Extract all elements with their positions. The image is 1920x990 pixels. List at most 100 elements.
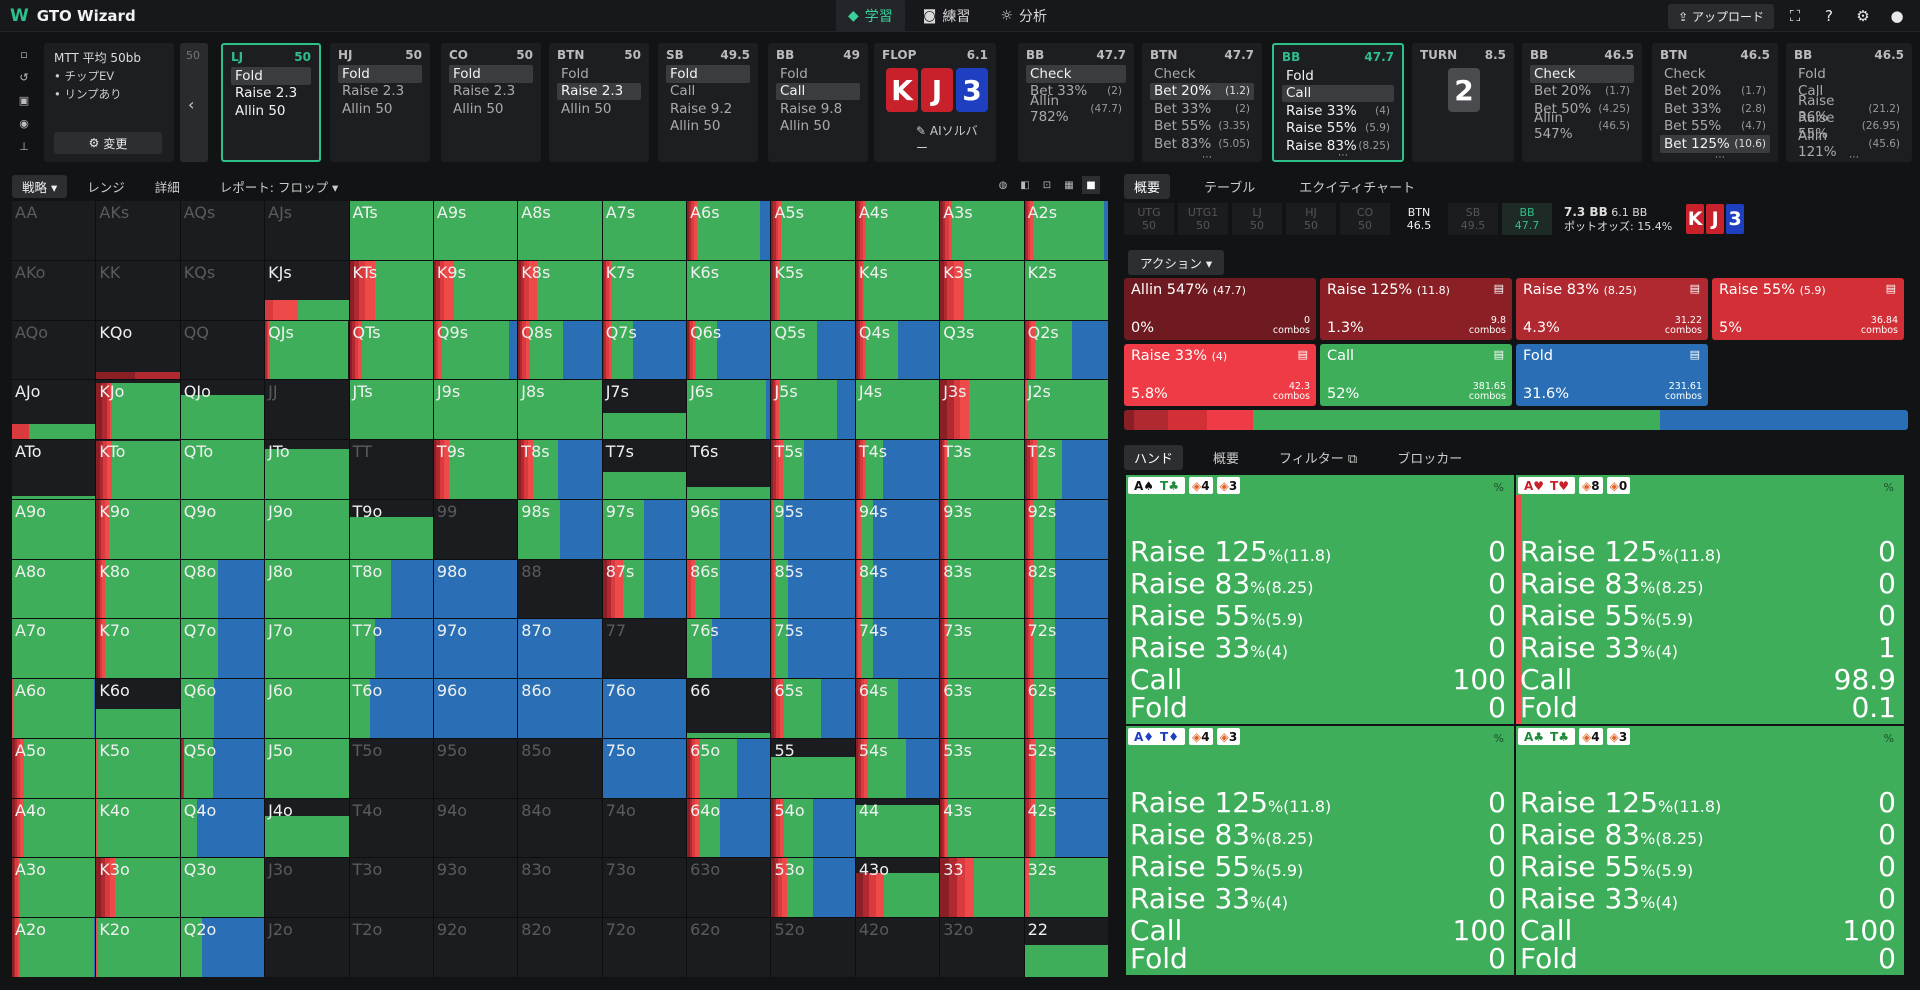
screenshot-icon[interactable]: ⛶ <box>1789 7 1801 25</box>
hand-cell[interactable]: 95o <box>433 738 518 798</box>
action-option[interactable]: Allin 50 <box>666 118 750 136</box>
details-icon[interactable]: ▤ <box>1493 348 1504 361</box>
hand-cell[interactable]: 74o <box>602 798 687 858</box>
hand-cell[interactable]: 76s <box>687 619 771 679</box>
hand-cell[interactable]: A6s <box>687 201 771 260</box>
user-icon[interactable]: ● <box>1890 7 1904 25</box>
hand-cell[interactable]: 93o <box>433 858 518 918</box>
col-btn[interactable]: BTN 50 Fold Raise 2.3 Allin 50 <box>549 43 649 162</box>
action-option[interactable]: Raise 9.2 <box>666 100 750 118</box>
hand-cell[interactable]: AQo <box>12 320 96 380</box>
action-box[interactable]: Raise 125% (11.8) ▤ 1.3% 9.8 combos <box>1320 278 1512 340</box>
hand-cell[interactable]: 73o <box>602 858 687 918</box>
hand-cell[interactable]: 83s <box>940 559 1024 619</box>
hand-cell[interactable]: K8s <box>518 260 602 320</box>
hand-cell[interactable]: KK <box>96 260 180 320</box>
hand-cell[interactable]: 96o <box>433 679 518 738</box>
hand-cell[interactable]: 82o <box>518 918 602 977</box>
action-box[interactable]: Fold ▤ 31.6% 231.61 combos <box>1516 344 1708 406</box>
action-option[interactable]: Call <box>666 83 750 101</box>
action-option[interactable]: Fold <box>666 65 750 83</box>
hand-cell[interactable]: AJs <box>265 201 349 260</box>
col-btn-flop[interactable]: BTN 47.7 Check Bet 20% (1.2) Bet 33% (2) Bet 55… <box>1142 43 1262 163</box>
hand-cell[interactable]: K6s <box>687 260 771 320</box>
hand-cell[interactable]: 73s <box>940 619 1024 679</box>
nav-0[interactable]: ◆ 学習 <box>836 0 905 32</box>
action-option[interactable]: Fold <box>338 65 422 83</box>
grid-tab-0[interactable]: 戦略 ▾ <box>12 174 68 198</box>
hand-cell[interactable]: A8o <box>12 559 96 619</box>
hand-cell[interactable]: A6o <box>12 679 96 738</box>
hand-cell[interactable]: ATs <box>349 201 433 260</box>
hand-cell[interactable]: 65o <box>687 738 771 798</box>
hand-cell[interactable]: QJs <box>265 320 349 380</box>
hand-cell[interactable]: 43s <box>940 798 1024 858</box>
hand-cell[interactable]: 97o <box>433 619 518 679</box>
hand-cell[interactable]: J7o <box>265 619 349 679</box>
hand-panel[interactable]: A♣ T♣ ◈ 4 ◈ 3% Raise 125%(11.8) 0 Raise 83%(8.… <box>1516 726 1904 975</box>
action-box[interactable]: Call ▤ 52% 381.65 combos <box>1320 344 1512 406</box>
action-option[interactable]: Call <box>1794 83 1904 101</box>
hand-cell[interactable]: 98o <box>433 559 518 619</box>
hand-cell[interactable]: J6o <box>265 679 349 738</box>
action-box[interactable]: Raise 33% (4) ▤ 5.8% 42.3 combos <box>1124 344 1316 406</box>
hand-cell[interactable]: 87o <box>518 619 602 679</box>
view-icon-4[interactable]: ▦ <box>1064 179 1074 191</box>
hand-cell[interactable]: 84s <box>855 559 940 619</box>
action-box[interactable]: Raise 55% (5.9) ▤ 5% 36.84 combos <box>1712 278 1904 340</box>
hand-cell[interactable]: T2o <box>349 918 433 977</box>
action-option[interactable]: Check <box>1150 65 1254 83</box>
prev-button[interactable]: 50 ‹ <box>180 43 208 162</box>
ai-solver-link[interactable]: ✎ AIソルバー <box>916 122 988 156</box>
action-option[interactable]: Check <box>1660 65 1770 83</box>
hand-cell[interactable]: Q8o <box>180 559 265 619</box>
hand-cell[interactable]: A3o <box>12 858 96 918</box>
action-option[interactable]: Raise 55% (5.9) <box>1282 120 1394 138</box>
hand-cell[interactable]: K6o <box>96 679 180 738</box>
col-sb[interactable]: SB 49.5 Fold Call Raise 9.2 Allin 50 <box>658 43 758 162</box>
hand-cell[interactable]: A8s <box>518 201 602 260</box>
action-option[interactable]: Fold <box>1794 65 1904 83</box>
hand-cell[interactable]: AKs <box>96 201 180 260</box>
hand-cell[interactable]: 92s <box>1024 499 1108 559</box>
action-option[interactable]: Bet 20% (1.7) <box>1660 83 1770 101</box>
hand-cell[interactable]: 52o <box>771 918 855 977</box>
hand-cell[interactable]: T6s <box>687 440 771 499</box>
right-tab-1[interactable]: テーブル <box>1204 180 1256 196</box>
hand-cell[interactable]: 62s <box>1024 679 1108 738</box>
hand-cell[interactable]: 72s <box>1024 619 1108 679</box>
col-bb-turn[interactable]: BB 46.5 Check Bet 20% (1.7) Bet 50% (4.25) Alli… <box>1522 43 1642 162</box>
action-option[interactable]: Fold <box>231 67 311 85</box>
hand-cell[interactable]: 33 <box>940 858 1024 918</box>
hand-cell[interactable]: T9o <box>349 499 433 559</box>
hand-cell[interactable]: K9s <box>433 260 518 320</box>
details-icon[interactable]: ▤ <box>1689 348 1700 361</box>
action-option[interactable]: Fold <box>776 65 860 83</box>
hand-cell[interactable]: Q7o <box>180 619 265 679</box>
action-option[interactable]: Allin 50 <box>338 100 422 118</box>
hand-cell[interactable]: 72o <box>602 918 687 977</box>
action-option[interactable]: Raise 2.3 <box>449 83 533 101</box>
hand-cell[interactable]: Q4s <box>855 320 940 380</box>
hand-cell[interactable]: J7s <box>602 380 687 440</box>
col-lj[interactable]: LJ 50 Fold Raise 2.3 Allin 50 <box>221 43 321 162</box>
hand-cell[interactable]: KTo <box>96 440 180 499</box>
hand-cell[interactable]: KJs <box>265 260 349 320</box>
view-icon-3[interactable]: ⊡ <box>1042 179 1052 191</box>
hand-cell[interactable]: 99 <box>433 499 518 559</box>
col-bb-flop[interactable]: BB 47.7 Check Bet 33% (2) Allin 782% (47.7) <box>1018 43 1134 162</box>
hand-cell[interactable]: 85s <box>771 559 855 619</box>
hand-cell[interactable]: T4s <box>855 440 940 499</box>
hand-cell[interactable]: TT <box>349 440 433 499</box>
hand-cell[interactable]: KJo <box>96 380 180 440</box>
hand-cell[interactable]: T8s <box>518 440 602 499</box>
hand-cell[interactable]: T5o <box>349 738 433 798</box>
hand-cell[interactable]: 52s <box>1024 738 1108 798</box>
hand-cell[interactable]: Q3s <box>940 320 1024 380</box>
hand-cell[interactable]: 42s <box>1024 798 1108 858</box>
hand-cell[interactable]: J8s <box>518 380 602 440</box>
hand-cell[interactable]: T2s <box>1024 440 1108 499</box>
hand-cell[interactable]: T9s <box>433 440 518 499</box>
hand-cell[interactable]: 77 <box>602 619 687 679</box>
actions-dropdown[interactable]: アクション ▾ <box>1128 250 1225 275</box>
